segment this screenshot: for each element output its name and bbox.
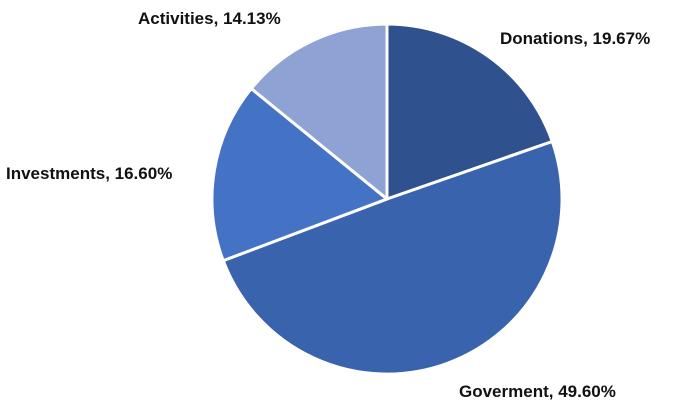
label-activities: Activities, 14.13% <box>138 9 281 28</box>
pie-slice-activities <box>249 22 389 201</box>
pie-slices <box>210 22 564 376</box>
label-goverment: Goverment, 49.60% <box>459 382 616 401</box>
pie-slice-investments <box>210 87 389 263</box>
pie-slice-goverment <box>221 139 564 376</box>
pie-labels: Donations, 19.67% Goverment, 49.60% Inve… <box>6 9 650 401</box>
label-investments: Investments, 16.60% <box>6 164 172 183</box>
label-donations: Donations, 19.67% <box>500 29 650 48</box>
